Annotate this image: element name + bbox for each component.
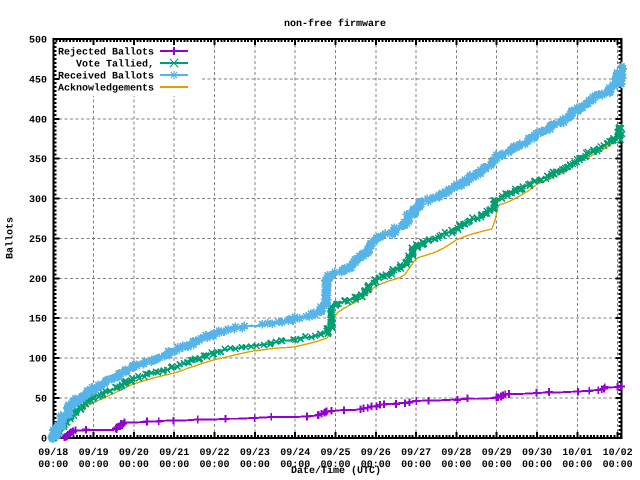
svg-text:00:00: 00:00 <box>280 460 310 471</box>
svg-text:00:00: 00:00 <box>562 460 592 471</box>
svg-text:00:00: 00:00 <box>482 460 512 471</box>
svg-text:Ballots: Ballots <box>5 217 17 259</box>
svg-text:100: 100 <box>29 355 47 366</box>
svg-text:50: 50 <box>35 394 47 405</box>
svg-text:09/19: 09/19 <box>79 447 109 459</box>
svg-text:00:00: 00:00 <box>522 460 552 471</box>
svg-text:09/20: 09/20 <box>119 447 149 459</box>
svg-text:250: 250 <box>29 235 47 246</box>
svg-text:00:00: 00:00 <box>441 460 471 471</box>
svg-text:00:00: 00:00 <box>199 460 229 471</box>
svg-text:09/30: 09/30 <box>522 447 552 459</box>
svg-text:00:00: 00:00 <box>240 460 270 471</box>
svg-text:0: 0 <box>41 434 47 445</box>
svg-text:Received Ballots: Received Ballots <box>58 71 154 83</box>
svg-text:Rejected Ballots: Rejected Ballots <box>58 47 154 59</box>
svg-text:09/22: 09/22 <box>199 447 229 459</box>
svg-text:09/26: 09/26 <box>361 447 391 459</box>
svg-text:Date/Time (UTC): Date/Time (UTC) <box>291 465 381 477</box>
svg-text:09/21: 09/21 <box>159 447 189 459</box>
svg-text:00:00: 00:00 <box>38 460 68 471</box>
svg-text:00:00: 00:00 <box>401 460 431 471</box>
svg-text:350: 350 <box>29 155 47 166</box>
svg-text:Vote Tallied,: Vote Tallied, <box>76 59 154 71</box>
svg-text:300: 300 <box>29 195 47 206</box>
svg-text:200: 200 <box>29 275 47 286</box>
svg-text:09/27: 09/27 <box>401 447 431 459</box>
svg-text:00:00: 00:00 <box>361 460 391 471</box>
svg-text:00:00: 00:00 <box>119 460 149 471</box>
svg-text:00:00: 00:00 <box>320 460 350 471</box>
svg-text:09/28: 09/28 <box>441 447 471 459</box>
svg-text:09/29: 09/29 <box>482 447 512 459</box>
svg-text:450: 450 <box>29 75 47 86</box>
svg-text:09/18: 09/18 <box>38 447 68 459</box>
svg-text:400: 400 <box>29 115 47 126</box>
svg-text:500: 500 <box>29 36 47 47</box>
svg-text:10/01: 10/01 <box>562 447 592 459</box>
svg-text:00:00: 00:00 <box>603 460 633 471</box>
svg-text:09/25: 09/25 <box>320 447 350 459</box>
svg-text:09/24: 09/24 <box>280 447 310 459</box>
svg-text:non-free firmware: non-free firmware <box>284 18 386 30</box>
svg-text:09/23: 09/23 <box>240 447 270 459</box>
svg-text:10/02: 10/02 <box>603 447 633 459</box>
svg-text:Acknowledgements: Acknowledgements <box>58 83 154 95</box>
svg-text:00:00: 00:00 <box>79 460 109 471</box>
svg-text:00:00: 00:00 <box>159 460 189 471</box>
svg-text:150: 150 <box>29 315 47 326</box>
